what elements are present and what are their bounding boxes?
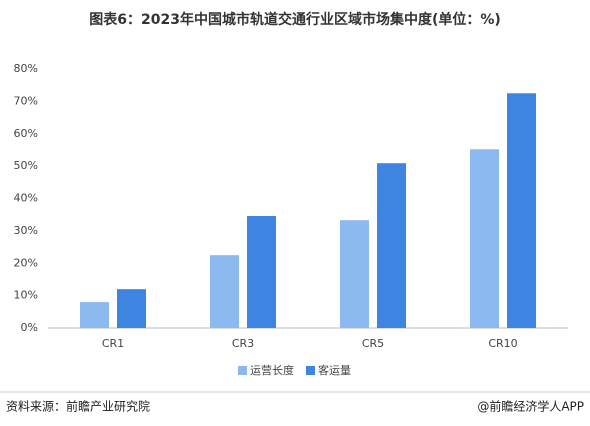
bar (470, 149, 499, 328)
y-tick-label: 40% (14, 192, 38, 205)
chart-title: 图表6：2023年中国城市轨道交通行业区域市场集中度(单位：%) (89, 11, 501, 28)
x-tick-label: CR3 (232, 337, 254, 350)
y-tick-label: 30% (14, 224, 38, 237)
y-tick-label: 50% (14, 159, 38, 172)
legend-swatch (306, 366, 315, 375)
legend-label: 客运量 (318, 363, 351, 377)
legend-label: 运营长度 (250, 363, 294, 377)
bar (340, 220, 369, 328)
y-tick-label: 20% (14, 256, 38, 269)
y-tick-label: 60% (14, 127, 38, 140)
x-tick-label: CR10 (488, 337, 517, 350)
bar (117, 289, 146, 328)
x-tick-label: CR1 (102, 337, 124, 350)
y-tick-label: 0% (21, 321, 38, 334)
credit: @前瞻经济学人APP (477, 399, 584, 414)
legend-swatch (238, 366, 247, 375)
bar (377, 163, 406, 328)
x-tick-label: CR5 (362, 337, 384, 350)
y-tick-label: 80% (14, 62, 38, 75)
bar (247, 215, 276, 328)
source: 资料来源：前瞻产业研究院 (6, 399, 150, 414)
bar (80, 302, 109, 328)
bar (210, 255, 239, 328)
y-tick-label: 10% (14, 289, 38, 302)
y-tick-label: 70% (14, 94, 38, 107)
bar (507, 93, 536, 328)
